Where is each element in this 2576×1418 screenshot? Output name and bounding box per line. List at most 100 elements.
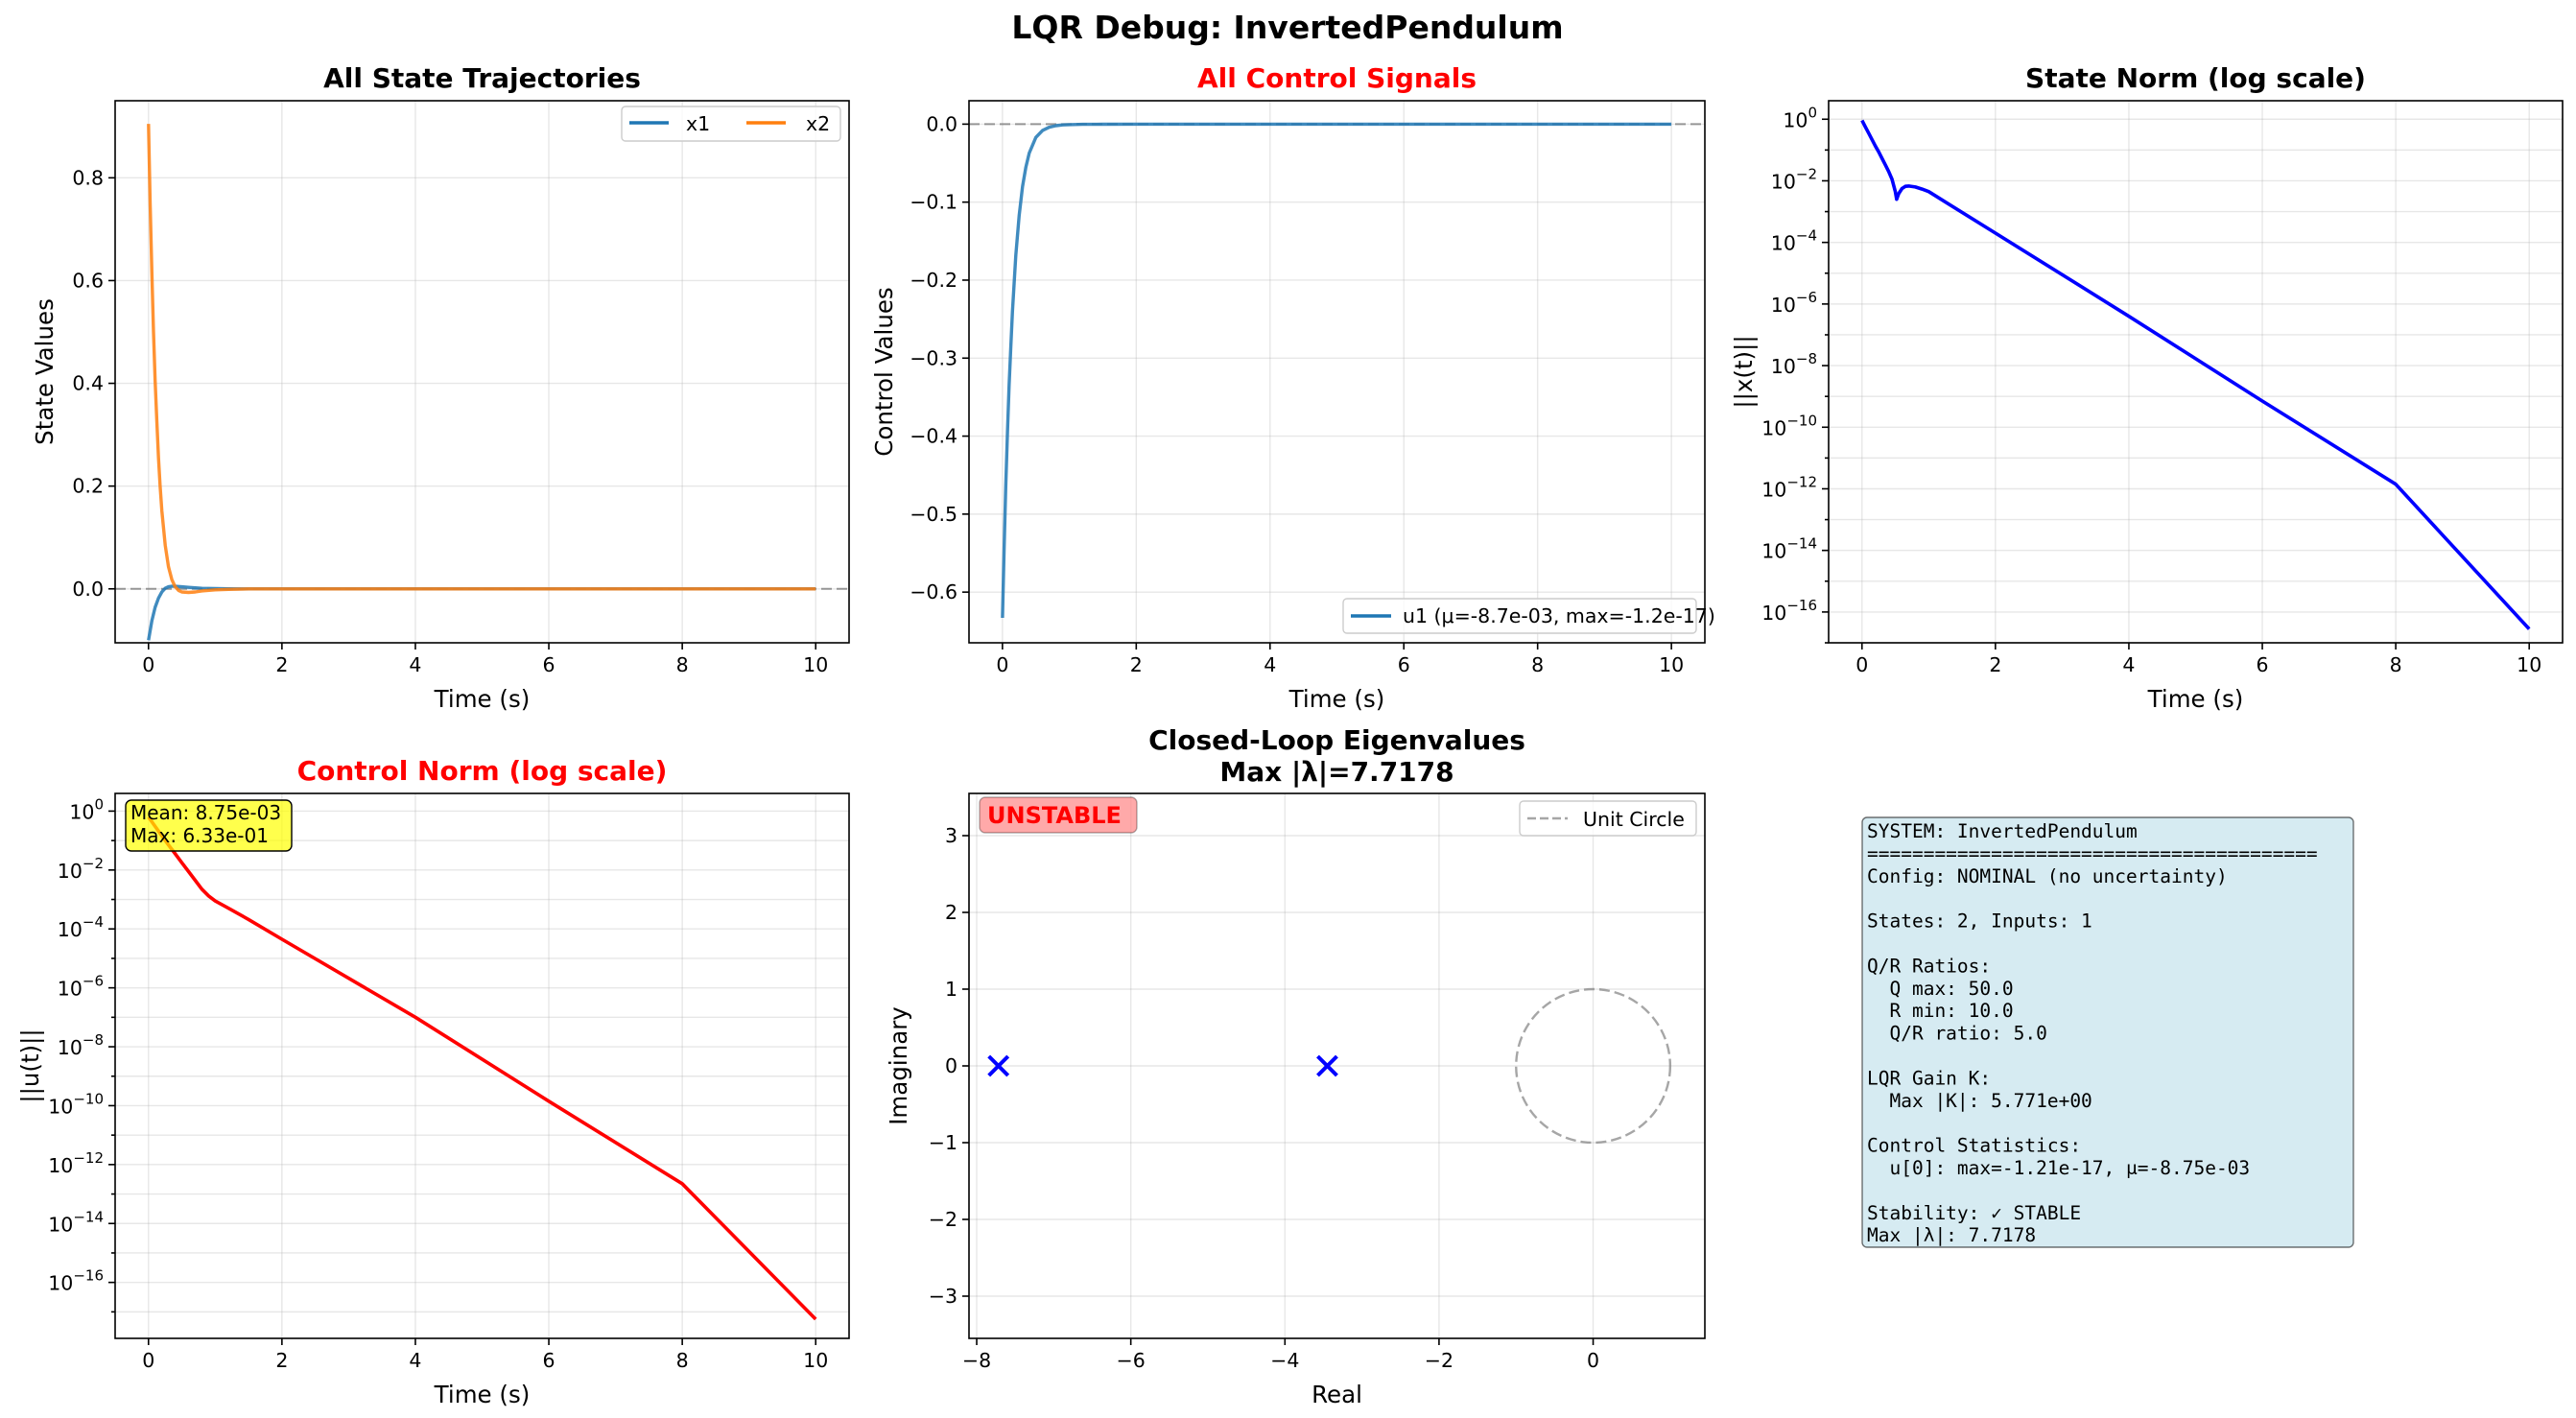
tick-base: 10 <box>1761 540 1786 563</box>
stat-max: Max: 6.33e-01 <box>130 824 269 847</box>
info-line: Max |λ|: 7.7178 <box>1867 1224 2036 1246</box>
x-tick-label: 10 <box>803 1349 828 1372</box>
x-tick-label: −6 <box>1117 1349 1146 1372</box>
tick-exponent: 0 <box>94 795 104 813</box>
panel-title: State Norm (log scale) <box>2025 62 2366 94</box>
y-tick-label: 0.4 <box>72 372 104 395</box>
x-tick-label: 6 <box>543 1349 555 1372</box>
unstable-badge: UNSTABLE <box>980 797 1137 833</box>
tick-exponent: −14 <box>73 1208 104 1225</box>
x-tick-label: 2 <box>275 1349 288 1372</box>
panel-title-line-1: Closed-Loop Eigenvalues <box>1148 724 1525 756</box>
y-tick-label: −1 <box>929 1131 957 1154</box>
y-tick-label: −2 <box>929 1208 957 1231</box>
panel-title: All Control Signals <box>1197 62 1477 94</box>
info-line: SYSTEM: InvertedPendulum <box>1867 820 2138 842</box>
x-tick-label: 8 <box>2390 653 2402 676</box>
info-line: R min: 10.0 <box>1867 1000 2014 1022</box>
y-tick-label: 0 <box>945 1054 957 1077</box>
x-tick-label: 6 <box>1398 653 1410 676</box>
x-tick-label: 2 <box>275 653 288 676</box>
x-tick-label: 10 <box>1659 653 1684 676</box>
x-tick-label: 6 <box>543 653 555 676</box>
tick-base: 10 <box>48 1272 73 1295</box>
info-line: Q max: 50.0 <box>1867 978 2014 1000</box>
tick-base: 10 <box>69 800 94 823</box>
panel-title: Control Norm (log scale) <box>297 755 668 787</box>
y-axis-label: State Values <box>31 298 59 445</box>
tick-base: 10 <box>48 1095 73 1118</box>
y-tick-label: −3 <box>929 1285 957 1308</box>
tick-base: 10 <box>1771 355 1796 378</box>
legend-label-u1: u1 (μ=-8.7e-03, max=-1.2e-17) <box>1403 604 1715 627</box>
panel-title-line-2: Max |λ|=7.7178 <box>1219 756 1453 788</box>
tick-exponent: −10 <box>1786 412 1817 429</box>
tick-base: 10 <box>1761 602 1786 625</box>
info-line: ======================================== <box>1867 842 2318 864</box>
tick-exponent: −2 <box>83 855 104 872</box>
tick-base: 10 <box>58 1036 83 1059</box>
figure-suptitle: LQR Debug: InvertedPendulum <box>1011 9 1563 46</box>
x-tick-label: 8 <box>1531 653 1544 676</box>
legend: x1 x2 <box>622 106 840 141</box>
x-tick-label: 4 <box>409 1349 421 1372</box>
tick-base: 10 <box>58 978 83 1001</box>
x-tick-label: −4 <box>1270 1349 1299 1372</box>
tick-base: 10 <box>1771 170 1796 193</box>
x-tick-label: 8 <box>676 653 689 676</box>
tick-exponent: −12 <box>73 1149 104 1167</box>
legend-label-x2: x2 <box>806 112 830 135</box>
tick-base: 10 <box>1761 416 1786 439</box>
tick-exponent: −2 <box>1796 165 1817 182</box>
tick-exponent: −12 <box>1786 473 1817 490</box>
x-axis-label: Time (s) <box>434 685 531 713</box>
tick-exponent: −6 <box>1796 289 1817 306</box>
tick-base: 10 <box>48 1213 73 1236</box>
info-line: LQR Gain K: <box>1867 1067 1991 1089</box>
x-tick-label: 0 <box>142 653 154 676</box>
panel-title: All State Trajectories <box>323 62 641 94</box>
tick-base: 10 <box>1761 478 1786 501</box>
tick-base: 10 <box>1771 294 1796 317</box>
y-axis-label: ||u(t)|| <box>16 1028 44 1102</box>
x-tick-label: 4 <box>1264 653 1276 676</box>
tick-exponent: −16 <box>73 1267 104 1285</box>
info-line: Control Statistics: <box>1867 1135 2081 1157</box>
x-tick-label: −8 <box>962 1349 991 1372</box>
tick-exponent: −8 <box>1796 350 1817 367</box>
y-tick-label: −0.3 <box>910 346 957 369</box>
tick-exponent: −4 <box>83 913 104 931</box>
info-line: Stability: ✓ STABLE <box>1867 1202 2081 1224</box>
x-tick-label: 4 <box>409 653 421 676</box>
stat-mean: Mean: 8.75e-03 <box>130 801 281 824</box>
tick-exponent: −16 <box>1786 597 1817 614</box>
info-line: Q/R ratio: 5.0 <box>1867 1023 2047 1045</box>
x-axis-label: Time (s) <box>2147 685 2244 713</box>
info-line: Config: NOMINAL (no uncertainty) <box>1867 865 2228 887</box>
x-tick-label: 0 <box>1855 653 1868 676</box>
x-axis-label: Time (s) <box>1288 685 1385 713</box>
y-tick-label: −0.5 <box>910 503 957 526</box>
info-line: u[0]: max=-1.21e-17, μ=-8.75e-03 <box>1867 1157 2250 1179</box>
y-tick-label: 1 <box>945 978 957 1001</box>
x-tick-label: −2 <box>1425 1349 1453 1372</box>
y-tick-label: −0.2 <box>910 269 957 292</box>
y-tick-label: 2 <box>945 901 957 924</box>
tick-base: 10 <box>1783 108 1808 131</box>
tick-exponent: 0 <box>1808 104 1817 121</box>
legend-label-x1: x1 <box>686 112 710 135</box>
y-axis-label: Imaginary <box>885 1006 912 1125</box>
x-tick-label: 2 <box>1130 653 1143 676</box>
x-tick-label: 10 <box>803 653 828 676</box>
x-tick-label: 0 <box>1587 1349 1599 1372</box>
y-tick-label: 0.0 <box>926 112 957 135</box>
x-tick-label: 8 <box>676 1349 689 1372</box>
info-line: States: 2, Inputs: 1 <box>1867 910 2092 933</box>
x-axis-label: Real <box>1312 1381 1362 1408</box>
system-info-panel: SYSTEM: InvertedPendulum================… <box>1862 817 2353 1247</box>
x-tick-label: 0 <box>996 653 1008 676</box>
y-tick-label: −0.6 <box>910 580 957 603</box>
y-tick-label: 0.0 <box>72 578 104 601</box>
